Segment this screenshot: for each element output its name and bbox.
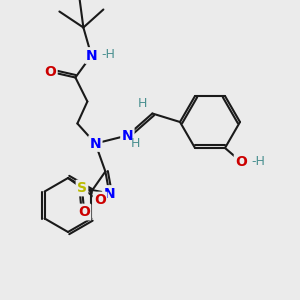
Text: N: N bbox=[103, 187, 115, 200]
Text: O: O bbox=[94, 193, 106, 207]
Text: S: S bbox=[77, 181, 87, 195]
Text: -H: -H bbox=[251, 155, 265, 169]
Text: O: O bbox=[235, 155, 247, 169]
Text: N: N bbox=[122, 128, 133, 142]
Text: N: N bbox=[85, 49, 97, 62]
Text: O: O bbox=[44, 65, 56, 80]
Text: N: N bbox=[90, 136, 101, 151]
Text: H: H bbox=[131, 137, 140, 150]
Text: H: H bbox=[138, 97, 147, 110]
Text: -H: -H bbox=[101, 48, 115, 61]
Text: O: O bbox=[78, 205, 90, 219]
